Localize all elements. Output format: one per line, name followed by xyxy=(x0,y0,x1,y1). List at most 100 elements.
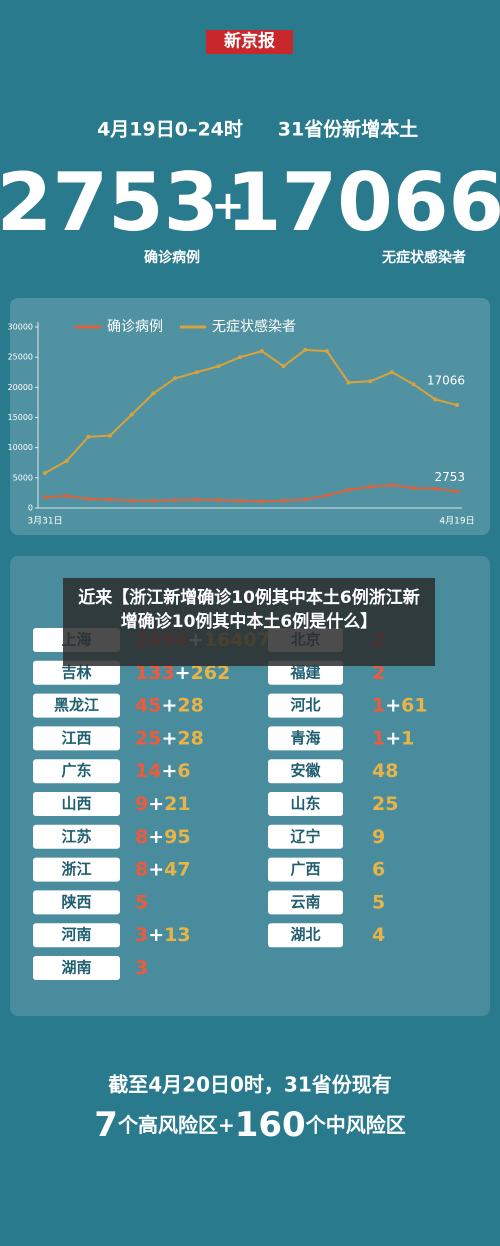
point xyxy=(86,434,91,439)
province: 辽宁 xyxy=(290,827,320,845)
point xyxy=(151,391,156,396)
province: 江苏 xyxy=(61,827,91,845)
point xyxy=(324,493,329,498)
plus: + xyxy=(148,793,164,815)
point xyxy=(259,499,264,504)
province: 广西 xyxy=(290,860,320,878)
plus: + xyxy=(385,694,401,716)
point xyxy=(108,433,113,438)
case-count: 8+47 xyxy=(135,858,191,880)
case-count: 25 xyxy=(372,793,398,815)
case-count: 133+262 xyxy=(135,661,230,683)
point xyxy=(411,382,416,387)
asymptomatic: 28 xyxy=(177,694,203,716)
plus: + xyxy=(385,727,401,749)
point xyxy=(194,497,199,502)
footer-line1: 截至4月20日0时，31省份现有 xyxy=(108,1073,392,1097)
point xyxy=(259,349,264,354)
confirmed: 9 xyxy=(135,793,148,815)
point xyxy=(433,397,438,402)
point xyxy=(281,364,286,369)
case-count: 25+28 xyxy=(135,727,204,749)
x-tick-label: 4月19日 xyxy=(439,516,474,527)
province-pill xyxy=(33,923,120,948)
point xyxy=(389,370,394,375)
province: 湖南 xyxy=(61,959,91,977)
point xyxy=(238,355,243,360)
point xyxy=(64,493,69,498)
x-tick-label: 3月31日 xyxy=(27,516,62,527)
point xyxy=(86,496,91,501)
asymptomatic: 47 xyxy=(164,858,190,880)
asymptomatic: 5 xyxy=(372,891,385,913)
point xyxy=(455,403,459,408)
asymptomatic: 4 xyxy=(372,924,385,946)
y-tick-label: 30000 xyxy=(8,323,33,332)
logo-box xyxy=(206,30,293,54)
plus: + xyxy=(161,760,177,782)
asymptomatic: 21 xyxy=(164,793,190,815)
province-pill xyxy=(268,792,343,816)
end-label: 2753 xyxy=(434,470,465,484)
asymptomatic: 262 xyxy=(191,661,231,683)
case-count: 2 xyxy=(372,661,385,683)
plus: + xyxy=(211,183,245,229)
case-count: 4 xyxy=(372,924,385,946)
province-pill xyxy=(33,956,120,980)
point xyxy=(368,484,373,489)
y-tick-label: 0 xyxy=(28,504,33,513)
footer-line2: 7个高风险区+160个中风险区 xyxy=(94,1105,405,1145)
end-label: 17066 xyxy=(427,374,465,388)
confirmed: 8 xyxy=(135,858,148,880)
province-pill xyxy=(33,726,120,751)
plus: + xyxy=(161,694,177,716)
case-count: 1+1 xyxy=(372,727,414,749)
province: 青海 xyxy=(290,729,320,747)
y-tick-label: 10000 xyxy=(8,443,33,452)
subtitle: 31省份新增本土 xyxy=(278,118,418,141)
province-pill xyxy=(268,890,343,915)
province: 吉林 xyxy=(61,663,92,681)
province: 福建 xyxy=(289,663,321,681)
point xyxy=(455,489,459,494)
province-pill xyxy=(268,759,343,784)
asymptomatic: 6 xyxy=(177,760,190,782)
point xyxy=(368,379,373,384)
case-count: 5 xyxy=(372,891,385,913)
province-pill xyxy=(268,660,343,685)
point xyxy=(389,483,394,488)
province: 山东 xyxy=(290,795,320,813)
confirmed: 1 xyxy=(372,727,385,749)
asymptomatic: 95 xyxy=(164,825,190,847)
province: 黑龙江 xyxy=(54,696,99,714)
province-pill xyxy=(33,890,120,915)
case-count: 9 xyxy=(372,825,385,847)
plus: + xyxy=(148,924,164,946)
province-pill xyxy=(268,923,343,948)
date: 4月19日0–24时 xyxy=(97,119,243,141)
point xyxy=(216,498,221,503)
province: 河南 xyxy=(61,926,91,944)
asymptomatic: 1 xyxy=(401,727,414,749)
province: 陕西 xyxy=(61,893,91,911)
case-count: 14+6 xyxy=(135,760,191,782)
legend-label: 确诊病例 xyxy=(107,319,163,335)
asymptomatic: 25 xyxy=(372,793,398,815)
province: 安徽 xyxy=(290,762,321,780)
province-pill xyxy=(33,824,120,849)
confirmed-total: 2753 xyxy=(0,156,219,249)
mid-count: 160 xyxy=(235,1105,306,1145)
point xyxy=(238,498,243,503)
case-count: 45+28 xyxy=(135,694,204,716)
province-pill xyxy=(33,693,120,718)
point xyxy=(129,498,134,503)
y-tick-label: 25000 xyxy=(8,353,33,362)
asymptomatic-total: 17066 xyxy=(226,156,500,249)
high-label: 个高风险区+ xyxy=(117,1113,235,1137)
asymptomatic: 48 xyxy=(372,760,398,782)
overlay-caption: 近来【浙江新增确诊10例其中本土6例浙江新增确诊10例其中本土6例是什么】 xyxy=(63,578,435,666)
confirmed: 5 xyxy=(135,891,148,913)
confirmed: 3 xyxy=(135,924,148,946)
confirmed: 25 xyxy=(135,727,161,749)
